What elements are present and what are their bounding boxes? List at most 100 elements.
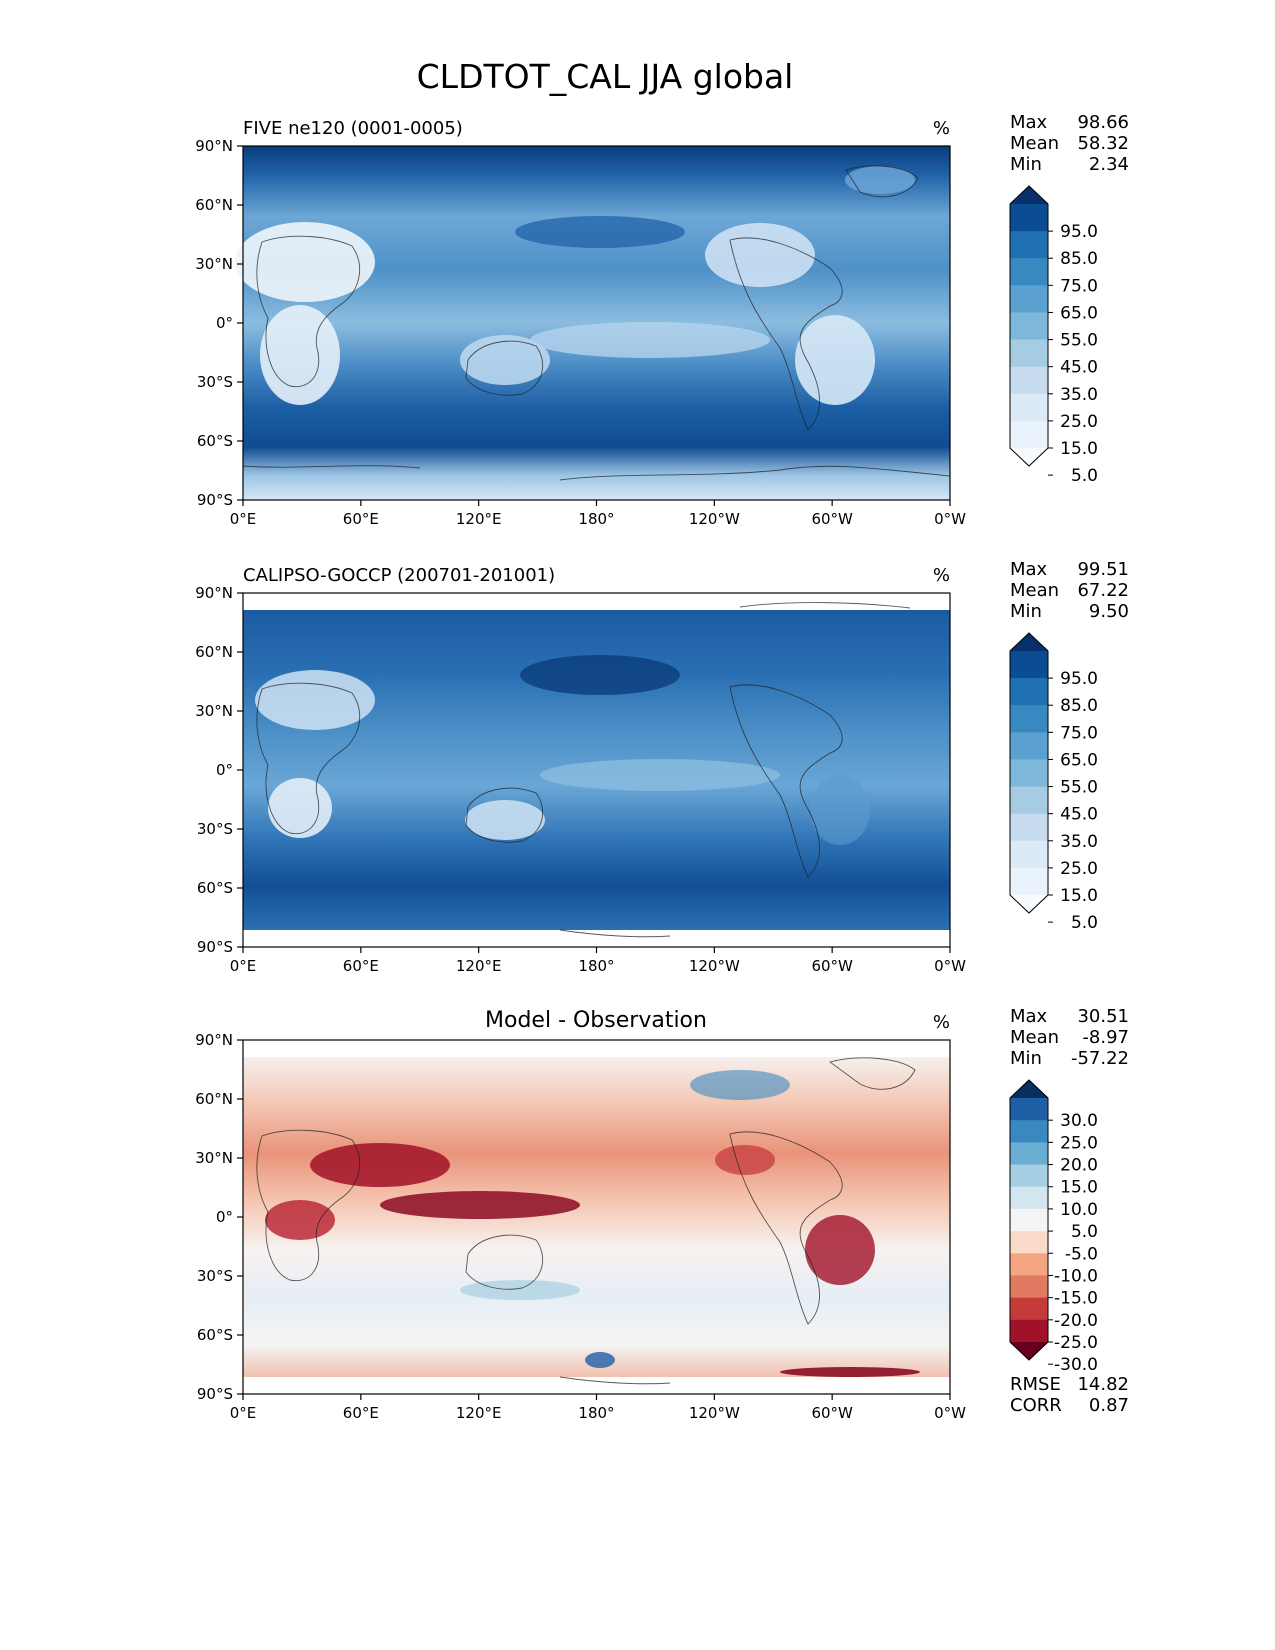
stat-label: Max <box>1010 1006 1048 1027</box>
coastlines <box>256 1057 916 1385</box>
colorbar-tick-label: 85.0 <box>1060 696 1098 716</box>
colorbar-tick-label: 25.0 <box>1060 412 1098 432</box>
colorbar-segment <box>1010 867 1048 896</box>
x-tick-label: 120°W <box>689 510 740 528</box>
colorbar-tick-label: 95.0 <box>1060 669 1098 689</box>
south-america-bias <box>805 1215 875 1285</box>
colorbar-segment <box>1010 1319 1048 1343</box>
colorbar-tick-label: 95.0 <box>1060 222 1098 242</box>
units-label: % <box>933 1012 950 1033</box>
pacific-clear-band <box>540 759 780 791</box>
y-tick-label: 30°N <box>195 1149 233 1167</box>
colorbar-segment <box>1010 1142 1048 1166</box>
antarctic-bias <box>780 1367 920 1377</box>
panel-difference: Model - Observation % 90°N 60°N 30°N 0° 30°S… <box>195 1006 1129 1422</box>
stat-label: Max <box>1010 559 1048 580</box>
colorbar: 30.025.0 20.015.010.05.0-5.0-10.0 -15.0-20… <box>1009 1079 1098 1375</box>
y-tick-label: 90°S <box>197 1385 233 1403</box>
x-tick-label: 60°E <box>343 1404 379 1422</box>
panel-observation: CALIPSO-GOCCP (200701-201001) % 90°N 60°N… <box>195 559 1129 975</box>
x-tick-label: 120°E <box>456 510 502 528</box>
colorbar-tick-label: 75.0 <box>1060 723 1098 743</box>
stat-value: -57.22 <box>1071 1048 1129 1069</box>
stat-value: 67.22 <box>1077 580 1129 601</box>
colorbar-extend-min <box>1010 448 1048 466</box>
x-tick-label: 0°W <box>934 1404 966 1422</box>
stat-value: 30.51 <box>1077 1006 1129 1027</box>
x-tick-label: 0°W <box>934 957 966 975</box>
stat-label: Min <box>1010 601 1042 622</box>
stat-label: Mean <box>1010 580 1059 601</box>
colorbar-tick-label: 10.0 <box>1060 1200 1098 1220</box>
y-tick-label: 90°N <box>195 584 233 602</box>
x-tick-label: 60°W <box>811 510 853 528</box>
colorbar-segment <box>1010 1120 1048 1143</box>
y-tick-label: 60°S <box>197 879 233 897</box>
y-tick-label: 60°S <box>197 432 233 450</box>
colorbar-segment <box>1010 1231 1048 1254</box>
x-tick-label: 60°W <box>811 957 853 975</box>
stats-block: Max 98.66 Mean 58.32 Min 2.34 <box>1010 112 1129 175</box>
colorbar-tick-label: 45.0 <box>1060 358 1098 378</box>
colorbar-tick-label: 65.0 <box>1060 303 1098 323</box>
southern-ocean-positive-bias <box>460 1280 580 1300</box>
y-tick-label: 30°S <box>197 820 233 838</box>
colorbar-segment <box>1010 651 1048 679</box>
stats-block: Max 30.51 Mean -8.97 Min -57.22 <box>1010 1006 1129 1069</box>
footer-stat-label: CORR <box>1010 1395 1062 1416</box>
colorbar-segment <box>1010 1164 1048 1188</box>
y-axis-ticks: 90°N 60°N 30°N 0° 30°S 60°S 90°S <box>195 1031 243 1403</box>
colorbar-tick-label: 45.0 <box>1060 805 1098 825</box>
stat-value: 98.66 <box>1077 112 1129 133</box>
colorbar-segment <box>1010 1098 1048 1121</box>
y-axis-ticks: 90°N 60°N 30°N 0° 30°S 60°S 90°S <box>195 137 243 509</box>
colorbar: 95.0 85.0 75.0 65.0 55.0 45.0 35.0 25.0 15.0 5.0 <box>1009 185 1098 486</box>
colorbar-segment <box>1010 1275 1048 1299</box>
colorbar: 95.0 85.0 75.0 65.0 55.0 45.0 35.0 25.0 15.0 5.0 <box>1009 632 1098 933</box>
colorbar-tick-label: 5.0 <box>1071 913 1098 933</box>
x-tick-label: 60°W <box>811 1404 853 1422</box>
colorbar-extend-min <box>1010 1342 1048 1360</box>
y-tick-label: 60°N <box>195 643 233 661</box>
colorbar-segment <box>1010 840 1048 869</box>
colorbar-extend-min <box>1010 895 1048 913</box>
footer-stats: RMSE 14.82 CORR 0.87 <box>1010 1374 1129 1416</box>
x-tick-label: 120°W <box>689 957 740 975</box>
stat-label: Mean <box>1010 1027 1059 1048</box>
pacific-clear-band <box>530 322 770 358</box>
y-axis-ticks: 90°N 60°N 30°N 0° 30°S 60°S 90°S <box>195 584 243 956</box>
colorbar-tick-label: -25.0 <box>1054 1333 1098 1353</box>
y-tick-label: 90°S <box>197 491 233 509</box>
colorbar-segment <box>1010 1253 1048 1276</box>
colorbar-tick-label: 25.0 <box>1060 1133 1098 1153</box>
colorbar-segment <box>1010 285 1048 313</box>
north-pacific-cloud <box>515 216 685 248</box>
stat-value: 58.32 <box>1077 133 1129 154</box>
y-tick-label: 0° <box>216 761 233 779</box>
colorbar-tick-label: -15.0 <box>1054 1289 1098 1309</box>
central-america-bias <box>715 1145 775 1175</box>
colorbar-extend-max <box>1010 633 1048 651</box>
land-south-america <box>810 775 870 845</box>
x-tick-label: 0°E <box>230 1404 257 1422</box>
footer-stat-value: 14.82 <box>1077 1374 1129 1395</box>
colorbar-segment <box>1010 1186 1048 1210</box>
colorbar-segment <box>1010 393 1048 422</box>
land-australia <box>465 800 545 840</box>
x-tick-label: 180° <box>578 510 614 528</box>
colorbar-segment <box>1010 258 1048 286</box>
colorbar-segment <box>1010 759 1048 788</box>
coastlines <box>242 165 951 481</box>
maritime-continent-bias <box>380 1191 580 1219</box>
colorbar-tick-label: 15.0 <box>1060 1178 1098 1198</box>
colorbar-extend-max <box>1010 186 1048 204</box>
y-tick-label: 30°N <box>195 255 233 273</box>
y-tick-label: 30°S <box>197 373 233 391</box>
stat-value: 99.51 <box>1077 559 1129 580</box>
colorbar-segment <box>1010 204 1048 232</box>
panel-title: CALIPSO-GOCCP (200701-201001) <box>243 565 555 586</box>
colorbar-tick-label: 75.0 <box>1060 276 1098 296</box>
arctic-positive-bias <box>690 1070 790 1100</box>
footer-stat-value: 0.87 <box>1089 1395 1129 1416</box>
